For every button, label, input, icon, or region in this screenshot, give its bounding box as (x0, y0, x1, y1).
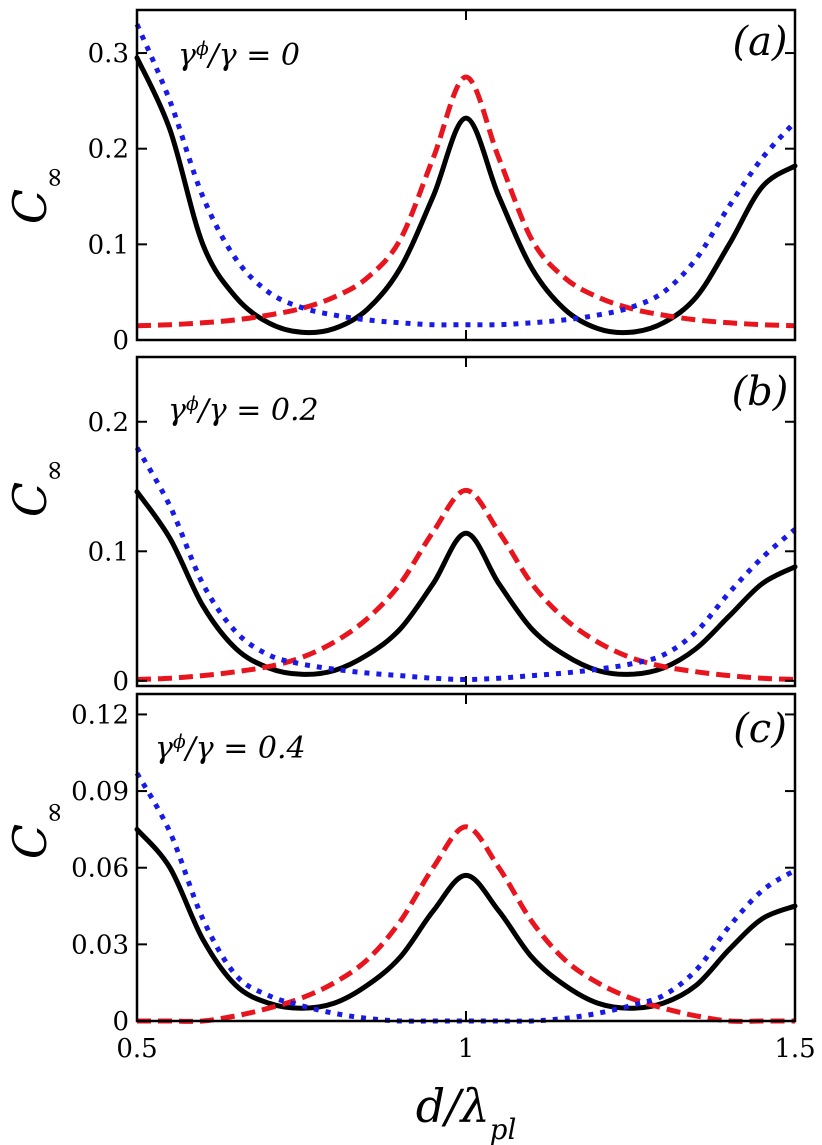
y-tick-label: 0.1 (88, 537, 129, 567)
series-dotted-line (134, 446, 797, 683)
dephasing-annotation: γϕ/γ = 0.4 (155, 731, 306, 766)
y-tick-label: 0.03 (71, 930, 129, 960)
panel-label: (b) (732, 369, 789, 415)
y-tick-label: 0 (112, 1007, 129, 1037)
panel-b: 0 0.1 0.2 (b) γϕ/γ = 0.2 C∞ (3, 355, 798, 697)
y-tick-label: 0.3 (88, 39, 129, 69)
series-dashed-line (137, 824, 795, 1024)
y-axis-label: C∞ (3, 801, 70, 859)
dephasing-annotation: γϕ/γ = 0 (178, 38, 300, 73)
panel-label: (c) (733, 706, 787, 752)
panel-label: (a) (732, 19, 787, 65)
y-tick-label: 0.2 (88, 135, 129, 165)
y-tick-label: 0.12 (71, 700, 129, 730)
series-solid-line (134, 489, 798, 677)
series-solid-line (134, 826, 798, 1011)
series-dotted-line (134, 23, 797, 328)
x-axis-label: d/λpl (416, 1079, 517, 1145)
panel-c: 0 0.03 0.06 0.09 0.12 0.5 1 1.5 (c) γϕ/γ = 0.4 C∞ d… (3, 692, 816, 1145)
y-tick-label: 0.1 (88, 230, 129, 260)
x-tick-label: 1 (458, 1034, 475, 1064)
x-tick-label: 0.5 (116, 1034, 157, 1064)
x-tick-label: 1.5 (774, 1034, 815, 1064)
y-tick-label: 0 (112, 667, 129, 697)
y-tick-label: 0.2 (88, 408, 129, 438)
series-solid-line (134, 55, 798, 336)
y-axis-label: C∞ (3, 166, 70, 224)
y-tick-label: 0.09 (71, 777, 129, 807)
panel-a: 0 0.1 0.2 0.3 (a) γϕ/γ = 0 C∞ (3, 8, 798, 356)
y-axis-label: C∞ (3, 459, 70, 517)
series-dashed-line (136, 74, 796, 329)
y-tick-label: 0 (112, 326, 129, 356)
dephasing-annotation: γϕ/γ = 0.2 (168, 393, 319, 428)
series-dashed-line (136, 487, 796, 682)
y-tick-label: 0.06 (71, 854, 129, 884)
